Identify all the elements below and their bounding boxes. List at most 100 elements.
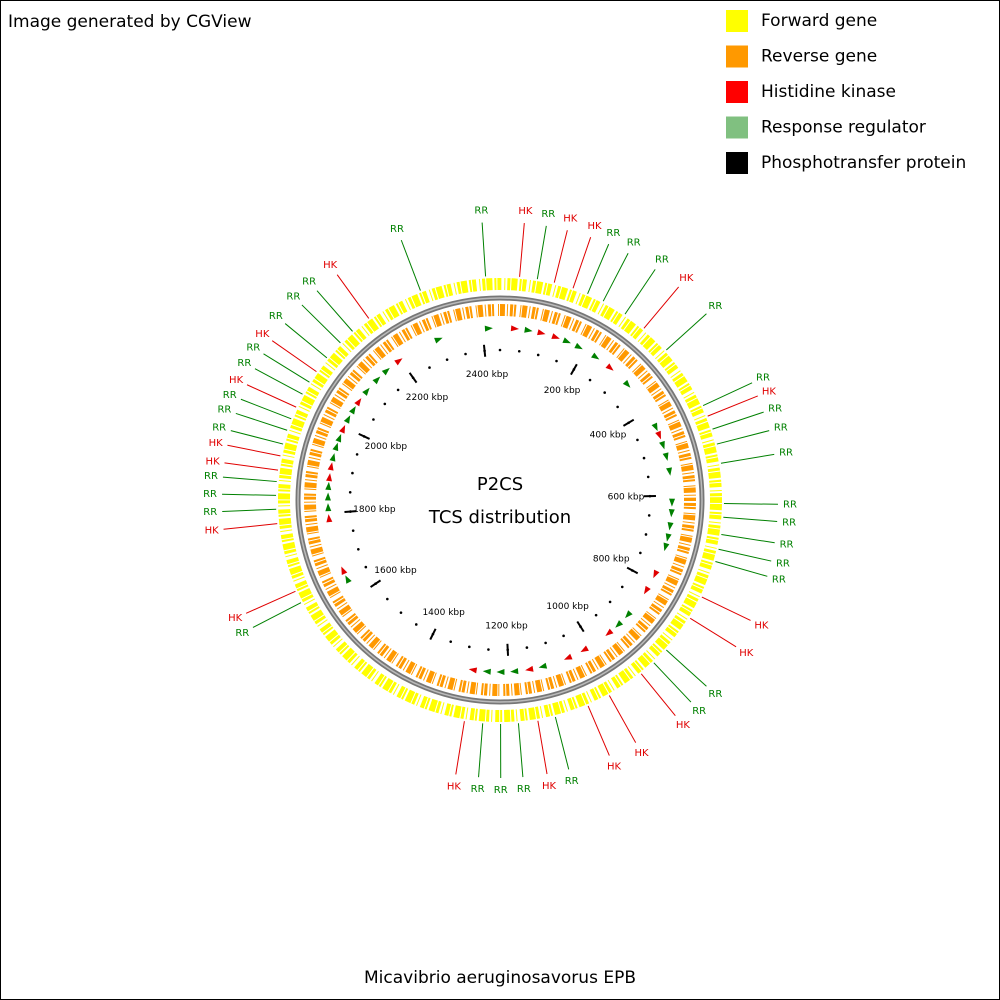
feature-line xyxy=(223,523,278,530)
feature-line xyxy=(666,313,707,351)
feature-line xyxy=(712,411,764,430)
feature-marker xyxy=(643,585,651,595)
feature-line xyxy=(227,444,281,457)
ruler-label: 1200 kbp xyxy=(485,621,528,631)
feature-line xyxy=(723,516,778,522)
feature-marker xyxy=(574,342,583,350)
feature-line xyxy=(271,340,317,373)
feature-line xyxy=(602,253,629,302)
ruler-label: 1000 kbp xyxy=(546,602,589,612)
feature-label: HK xyxy=(739,648,754,659)
feature-marker xyxy=(343,415,351,424)
ruler-dot xyxy=(544,641,547,645)
feature-label: RR xyxy=(606,228,620,239)
feature-label: HK xyxy=(542,781,557,792)
ruler-dot xyxy=(414,623,418,626)
feature-label: RR xyxy=(627,238,641,249)
feature-marker xyxy=(332,442,339,452)
feature-label: RR xyxy=(246,343,260,354)
feature-marker xyxy=(591,352,600,360)
center-title: P2CS xyxy=(477,474,523,495)
feature-marker xyxy=(651,422,658,432)
ruler-label: 2200 kbp xyxy=(406,393,449,403)
ruler-dot xyxy=(525,646,529,649)
ruler-dot xyxy=(608,600,612,604)
feature-line xyxy=(666,649,707,687)
feature-line xyxy=(478,723,484,778)
feature-line xyxy=(643,286,680,329)
feature-label: RR xyxy=(494,785,508,796)
feature-line xyxy=(252,602,302,628)
feature-line xyxy=(481,222,487,277)
feature-label: RR xyxy=(768,403,782,414)
feature-marker xyxy=(655,430,661,440)
feature-line xyxy=(624,269,656,315)
feature-marker xyxy=(625,610,633,619)
feature-label: HK xyxy=(518,206,533,217)
legend-swatch xyxy=(726,10,748,32)
feature-label: HK xyxy=(228,613,243,624)
feature-label: HK xyxy=(205,526,220,537)
feature-label: HK xyxy=(323,260,338,271)
forward-genes xyxy=(278,278,722,722)
feature-label: RR xyxy=(541,209,555,220)
feature-marker xyxy=(663,542,670,552)
ruler-label: 1400 kbp xyxy=(422,608,465,618)
ruler-dot xyxy=(351,471,354,475)
feature-marker xyxy=(354,398,362,407)
feature-marker xyxy=(537,329,546,336)
feature-label: RR xyxy=(779,447,793,458)
feature-line xyxy=(517,723,524,778)
feature-marker xyxy=(669,498,676,507)
feature-line xyxy=(284,323,328,359)
feature-label: RR xyxy=(783,499,797,510)
feature-line xyxy=(554,716,570,770)
feature-marker xyxy=(325,481,332,491)
feature-marker xyxy=(434,337,443,344)
legend-swatch xyxy=(726,45,748,68)
ruler-label: 2000 kbp xyxy=(365,442,408,452)
feature-marker xyxy=(525,665,534,672)
legend-label: Histidine kinase xyxy=(761,82,896,102)
feature-marker xyxy=(345,575,352,584)
feature-line xyxy=(716,430,770,445)
feature-marker xyxy=(381,367,390,376)
feature-line xyxy=(245,590,296,614)
ruler-tick xyxy=(576,620,585,633)
footer-organism: Micavibrio aeruginosavorus EPB xyxy=(364,968,636,988)
ruler-dot xyxy=(487,648,490,651)
feature-marker xyxy=(468,667,478,674)
feature-label: RR xyxy=(772,575,786,586)
feature-label: HK xyxy=(607,762,622,773)
feature-marker xyxy=(339,425,346,434)
feature-label: HK xyxy=(679,273,694,284)
header-title: Image generated by CGView xyxy=(8,12,252,32)
feature-label: HK xyxy=(206,456,221,467)
feature-marker xyxy=(326,514,333,523)
feature-label: RR xyxy=(782,517,796,528)
ruler-tick xyxy=(358,432,371,440)
feature-marker xyxy=(327,462,334,471)
feature-label: RR xyxy=(203,507,217,518)
ruler-label: 800 kbp xyxy=(593,555,630,565)
feature-marker xyxy=(326,473,332,482)
ruler-dot xyxy=(357,547,360,551)
ruler-dot xyxy=(646,475,650,479)
feature-label: HK xyxy=(588,221,603,232)
feature-label: RR xyxy=(774,423,788,434)
feature-marker xyxy=(510,325,520,332)
ruler-dot xyxy=(644,533,648,536)
feature-line xyxy=(536,225,547,280)
legend-swatch xyxy=(726,152,748,174)
ruler-dot xyxy=(449,640,453,643)
feature-marker xyxy=(372,376,381,385)
feature-label: RR xyxy=(708,689,722,700)
feature-marker xyxy=(662,452,669,461)
feature-marker xyxy=(580,645,589,653)
feature-label: HK xyxy=(229,375,244,386)
feature-marker xyxy=(605,363,614,371)
feature-line xyxy=(587,243,610,295)
feature-label: RR xyxy=(474,206,488,217)
feature-line xyxy=(235,412,288,431)
ruler-tick xyxy=(622,418,635,427)
